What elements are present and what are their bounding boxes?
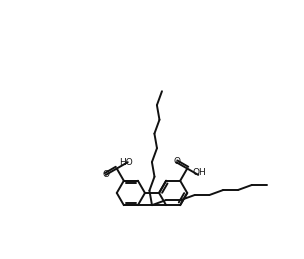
Text: O: O <box>173 157 180 166</box>
Text: O: O <box>102 170 109 179</box>
Text: OH: OH <box>193 168 207 177</box>
Text: HO: HO <box>119 158 133 167</box>
